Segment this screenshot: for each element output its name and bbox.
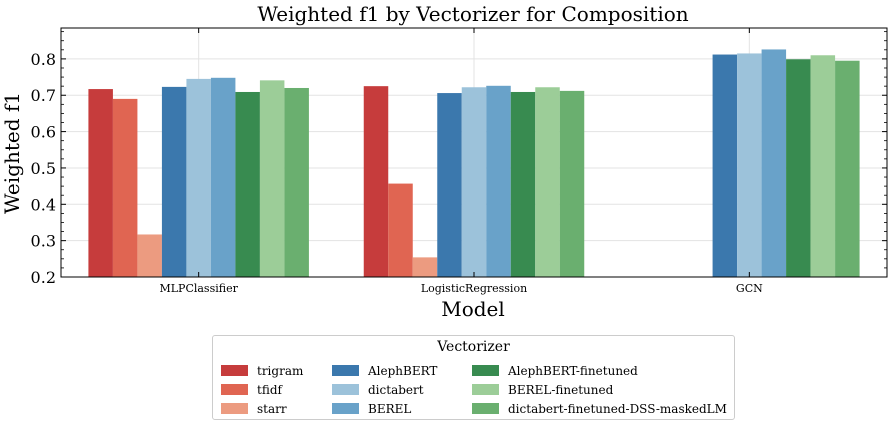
legend-swatch: [472, 384, 499, 395]
legend-swatch: [332, 365, 359, 376]
y-tick-label: 0.2: [31, 268, 56, 287]
legend: Vectorizer trigram tfidf starr AlephBERT dic…: [212, 335, 735, 420]
legend-title: Vectorizer: [437, 339, 510, 355]
legend-item: BEREL-finetuned: [472, 380, 727, 399]
y-tick-label: 0.5: [31, 159, 56, 178]
bars-layer: [88, 49, 860, 278]
ticks-layer: [61, 28, 887, 278]
bar-alephbert: [437, 93, 462, 277]
bar-dictabert-finetuned-dss-maskedlm: [559, 90, 585, 277]
chart-title: Weighted f1 by Vectorizer for Compositio…: [257, 2, 688, 26]
legend-label: tfidf: [257, 382, 282, 397]
bar-starr: [412, 257, 438, 277]
bar-alephbert-finetuned: [235, 91, 260, 277]
legend-swatch: [472, 365, 499, 376]
y-tick-label: 0.3: [31, 232, 56, 251]
y-tick-label: 0.8: [31, 50, 56, 69]
bar-alephbert-finetuned: [786, 59, 811, 277]
legend-column: trigram tfidf starr: [221, 361, 303, 418]
legend-item: dictabert-finetuned-DSS-maskedLM: [472, 399, 727, 418]
legend-swatch: [332, 384, 359, 395]
legend-item: tfidf: [221, 380, 303, 399]
legend-item: dictabert: [332, 380, 437, 399]
legend-label: dictabert-finetuned-DSS-maskedLM: [508, 401, 727, 416]
bar-dictabert: [186, 78, 211, 278]
bar-alephbert: [712, 54, 738, 277]
legend-item: BEREL: [332, 399, 437, 418]
legend-label: BEREL-finetuned: [508, 382, 614, 397]
bar-tfidf: [112, 98, 138, 277]
legend-swatch: [221, 384, 248, 395]
bar-chart: Weighted f1 by Vectorizer for Compositio…: [0, 2, 888, 321]
legend-column: AlephBERT dictabert BEREL: [332, 361, 437, 418]
legend-item: trigram: [221, 361, 303, 380]
legend-item: AlephBERT-finetuned: [472, 361, 727, 380]
bar-dictabert-finetuned-dss-maskedlm: [835, 60, 860, 277]
legend-swatch: [472, 403, 499, 414]
legend-label: dictabert: [368, 382, 424, 397]
legend-swatch: [332, 403, 359, 414]
legend-label: AlephBERT-finetuned: [508, 363, 638, 378]
legend-label: BEREL: [368, 401, 412, 416]
legend-item: AlephBERT: [332, 361, 437, 380]
bar-alephbert-finetuned: [510, 91, 536, 277]
x-tick-label: MLPClassifier: [159, 282, 238, 295]
bar-tfidf: [388, 183, 413, 277]
y-tick-label: 0.4: [31, 195, 56, 214]
bar-dictabert: [737, 53, 762, 278]
x-tick-label: GCN: [736, 282, 763, 295]
legend-label: starr: [257, 401, 287, 416]
bar-alephbert: [161, 86, 187, 277]
y-tick-label: 0.6: [31, 123, 56, 142]
y-tick-labels: 0.2 0.3 0.4 0.5 0.6 0.7 0.8: [31, 50, 56, 287]
bar-trigram: [88, 89, 113, 278]
bar-berel-finetuned: [535, 87, 560, 277]
bar-berel: [486, 85, 511, 277]
x-tick-labels: MLPClassifier LogisticRegression GCN: [159, 282, 763, 295]
legend-label: trigram: [257, 363, 304, 378]
legend-swatch: [221, 403, 248, 414]
bar-dictabert-finetuned-dss-maskedlm: [284, 87, 309, 277]
legend-swatch: [221, 365, 248, 376]
bar-berel-finetuned: [810, 55, 836, 278]
bar-trigram: [363, 86, 389, 277]
y-axis-title: Weighted f1: [0, 92, 24, 214]
bar-dictabert: [461, 87, 487, 277]
x-axis-title: Model: [441, 297, 505, 321]
legend-item: starr: [221, 399, 303, 418]
bar-starr: [137, 234, 162, 277]
bar-berel: [210, 77, 236, 277]
bar-berel: [761, 49, 787, 277]
legend-label: AlephBERT: [368, 363, 438, 378]
y-tick-label: 0.7: [31, 86, 56, 105]
x-tick-label: LogisticRegression: [421, 282, 527, 295]
legend-column: AlephBERT-finetuned BEREL-finetuned dictab…: [472, 361, 727, 418]
bar-berel-finetuned: [259, 80, 285, 277]
